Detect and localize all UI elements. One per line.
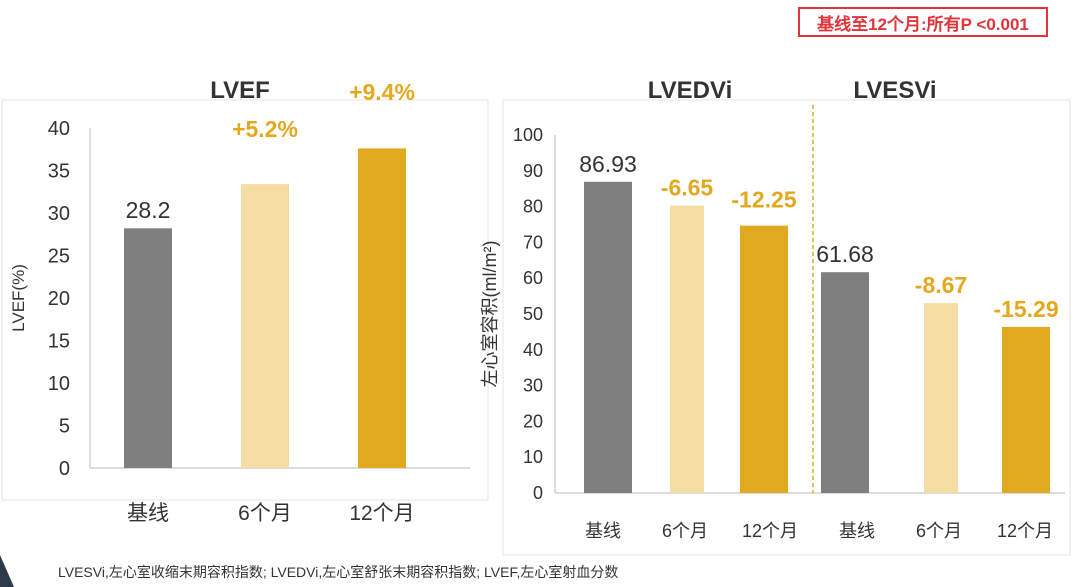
data-label: -6.65 <box>661 175 714 201</box>
y-tick-label: 20 <box>523 411 543 431</box>
y-tick-label: 20 <box>48 288 70 310</box>
y-tick-label: 10 <box>48 373 70 395</box>
y-tick-label: 90 <box>523 161 543 181</box>
bar <box>241 184 289 468</box>
data-label: 28.2 <box>126 197 171 223</box>
y-tick-label: 30 <box>48 203 70 225</box>
x-tick-label: 12个月 <box>742 521 798 541</box>
y-tick-label: 40 <box>48 118 70 140</box>
data-label: -15.29 <box>993 296 1058 322</box>
y-tick-label: 15 <box>48 331 70 353</box>
y-tick-label: 50 <box>523 304 543 324</box>
bar <box>670 205 704 493</box>
x-tick-label: 6个月 <box>238 502 292 525</box>
y-tick-label: 40 <box>523 340 543 360</box>
x-tick-label: 基线 <box>585 521 621 541</box>
y-tick-label: 30 <box>523 376 543 396</box>
p-value-note: 基线至12个月:所有P <0.001 <box>798 7 1048 37</box>
y-tick-label: 10 <box>523 447 543 467</box>
bar <box>821 272 869 493</box>
y-axis-label: LVEF(%) <box>9 264 28 332</box>
data-label: -8.67 <box>915 272 967 298</box>
y-tick-label: 0 <box>533 483 543 503</box>
y-tick-label: 0 <box>59 458 70 480</box>
data-label: 61.68 <box>816 241 874 267</box>
y-tick-label: 25 <box>48 246 70 268</box>
x-tick-label: 6个月 <box>916 521 962 541</box>
bar <box>358 148 406 468</box>
y-tick-label: 80 <box>523 197 543 217</box>
y-tick-label: 70 <box>523 232 543 252</box>
bar <box>1002 326 1050 493</box>
y-tick-label: 100 <box>513 125 543 145</box>
y-axis-label: 左心室容积(ml/m²) <box>480 241 500 388</box>
group-title: LVESVi <box>853 77 936 104</box>
group-title: LVEDVi <box>648 77 732 104</box>
bar <box>740 225 788 493</box>
x-tick-label: 12个月 <box>349 502 414 525</box>
y-tick-label: 35 <box>48 161 70 183</box>
x-tick-label: 12个月 <box>997 521 1053 541</box>
x-tick-label: 基线 <box>127 502 169 525</box>
x-tick-label: 基线 <box>839 521 875 541</box>
bar <box>124 228 172 468</box>
panel-right <box>502 99 1071 556</box>
data-label: 86.93 <box>579 151 637 177</box>
panel-left <box>1 99 489 501</box>
corner-decoration <box>0 555 14 587</box>
y-tick-label: 60 <box>523 268 543 288</box>
bar <box>924 303 958 493</box>
data-label: -12.25 <box>731 187 796 213</box>
data-label: +9.4% <box>349 79 415 105</box>
x-tick-label: 6个月 <box>662 521 708 541</box>
bar <box>584 181 632 494</box>
y-tick-label: 5 <box>59 416 70 438</box>
footnote: LVESVi,左心室收缩末期容积指数; LVEDVi,左心室舒张末期容积指数; … <box>58 564 619 580</box>
data-label: +5.2% <box>232 116 298 142</box>
chart-title: LVEF <box>210 77 270 104</box>
